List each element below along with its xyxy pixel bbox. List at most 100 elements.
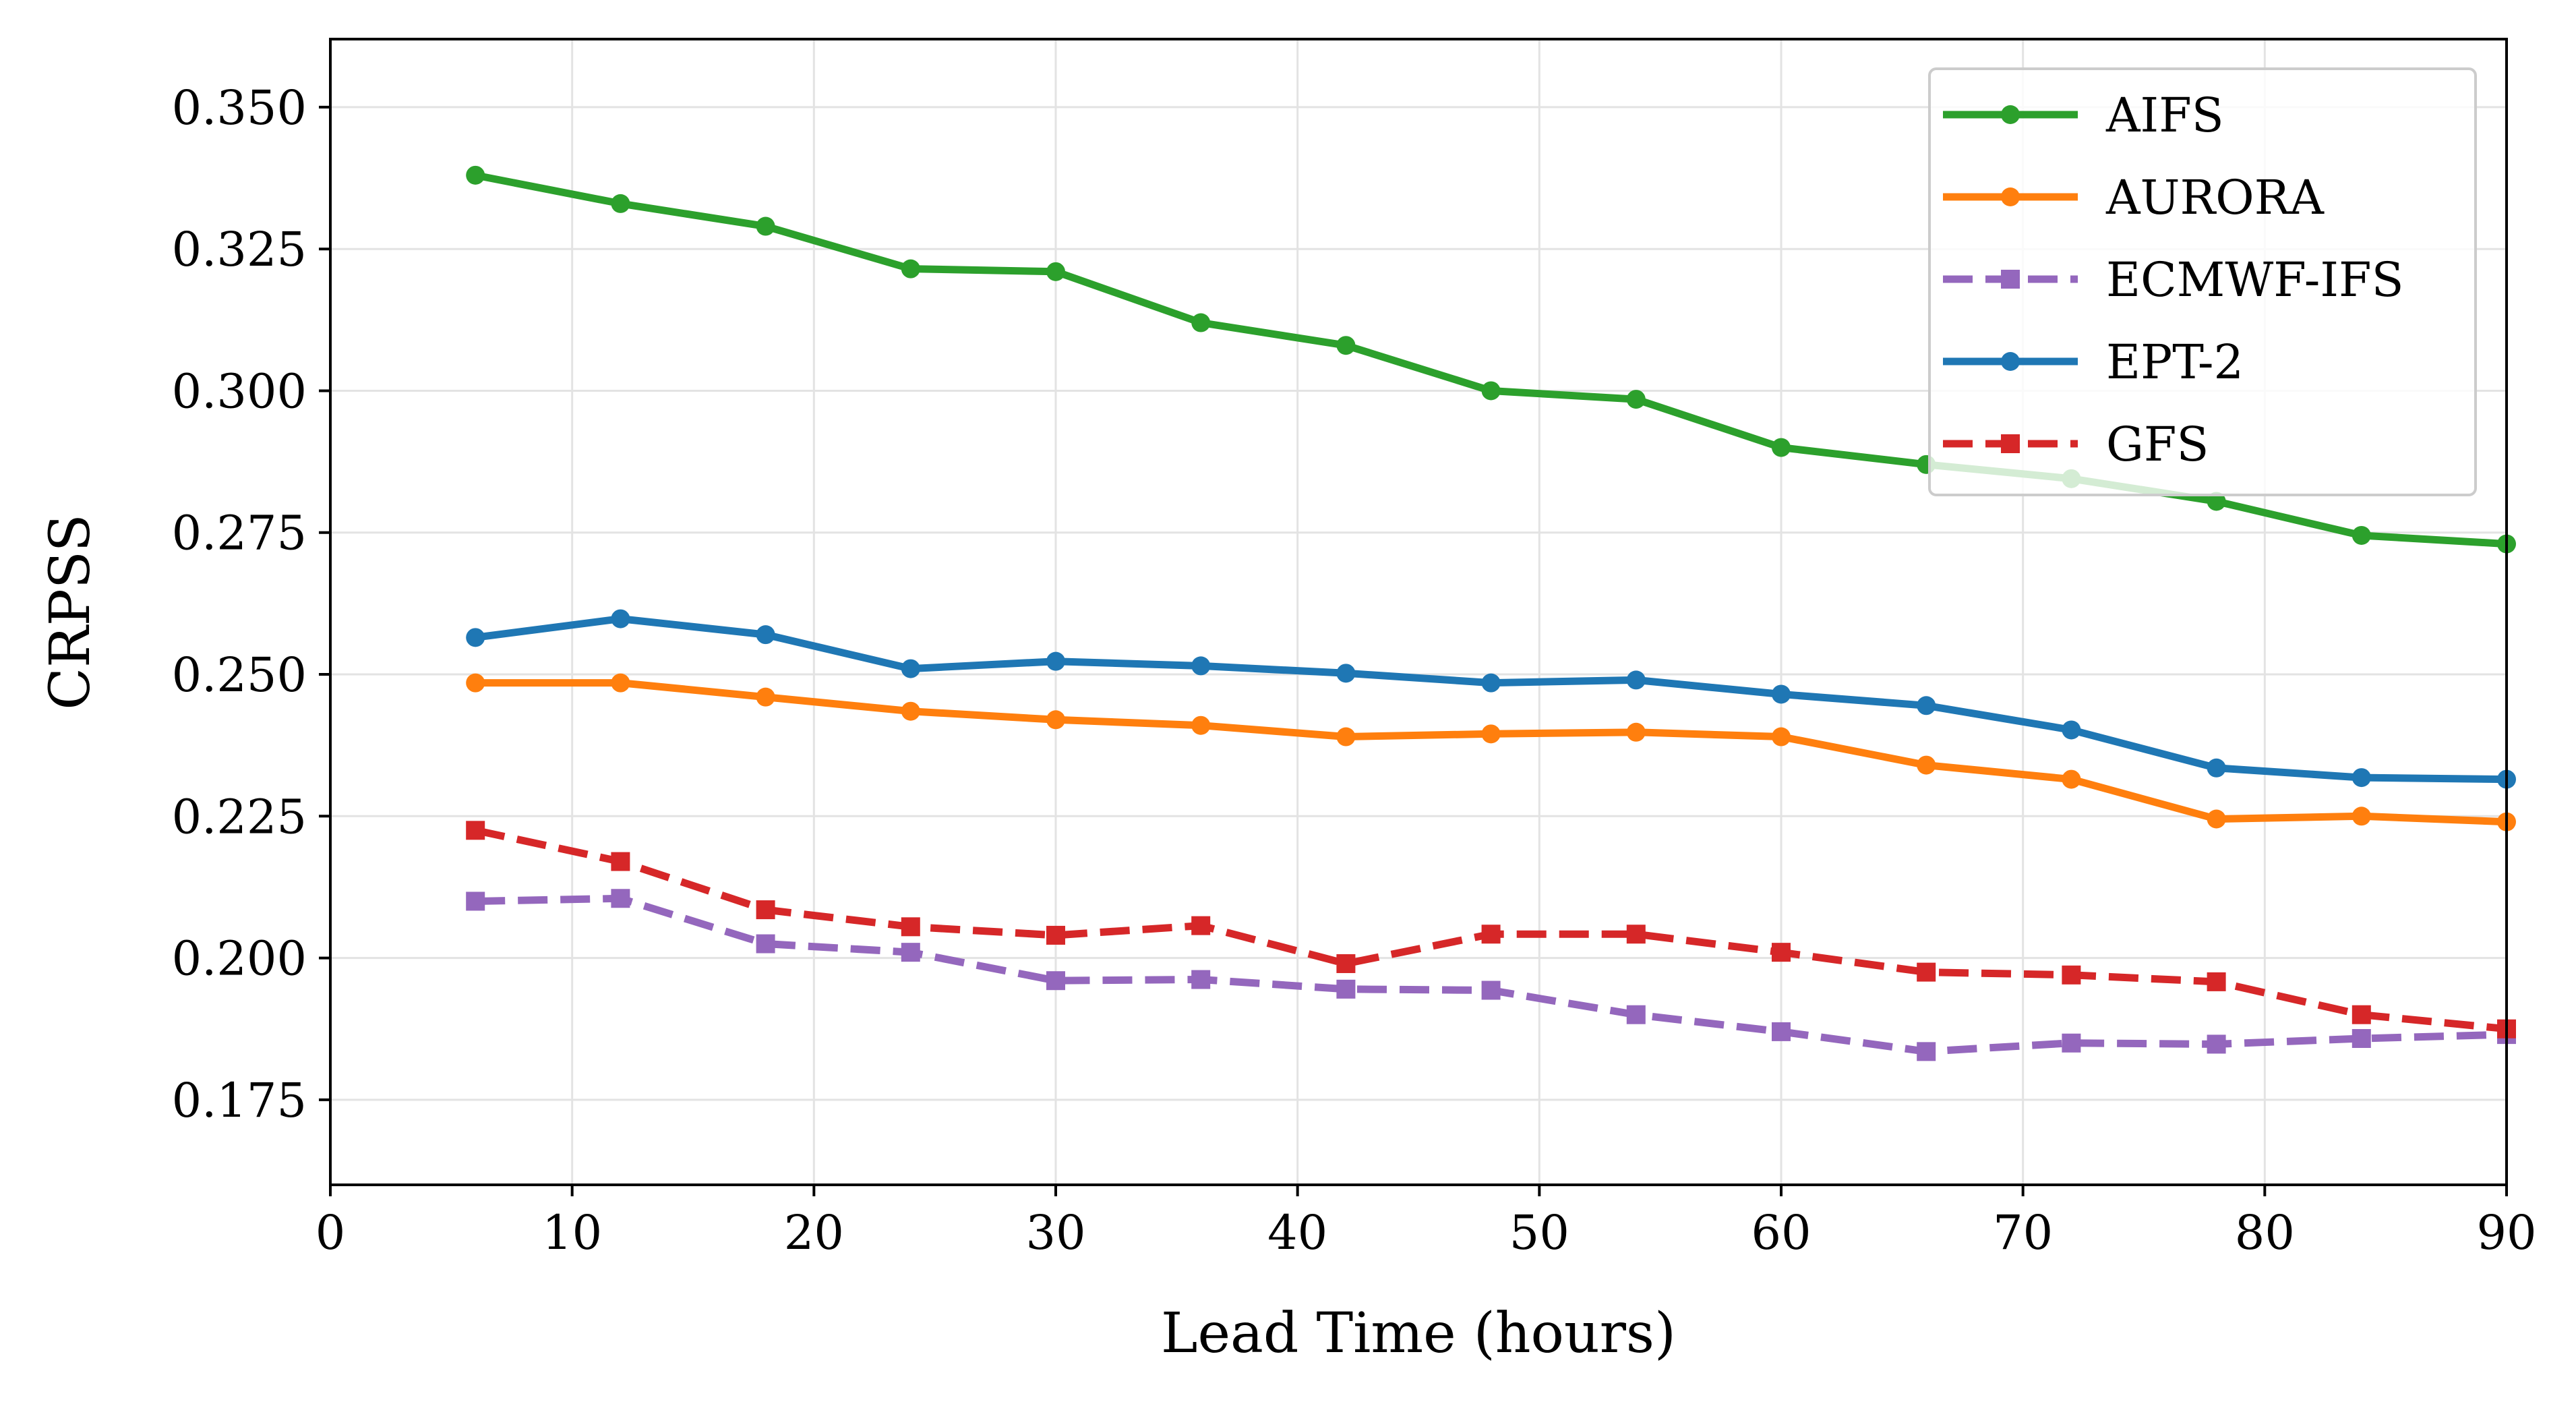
data-point (2062, 965, 2081, 985)
axis-ticks: 0 10 20 30 40 50 60 70 80 90 0.175 0.200 0.225 0.250 0… (172, 80, 2537, 1260)
data-point (1481, 381, 1501, 401)
data-point (1772, 943, 1791, 962)
legend-label: GFS (2106, 417, 2209, 472)
data-point (466, 673, 485, 693)
x-tick-label: 60 (1751, 1205, 1811, 1260)
data-point (901, 701, 920, 721)
data-point (1626, 390, 1646, 409)
y-tick-label: 0.350 (172, 80, 307, 136)
data-point (2352, 807, 2371, 826)
x-tick-label: 40 (1267, 1205, 1327, 1260)
y-tick-label: 0.225 (172, 789, 307, 844)
data-point (611, 673, 630, 693)
data-point (2352, 768, 2371, 788)
data-point (1046, 651, 1065, 671)
legend-box (1928, 67, 2477, 496)
data-point (1191, 916, 1211, 935)
data-point (1046, 710, 1065, 730)
x-tick-label: 90 (2476, 1205, 2536, 1260)
data-point (466, 821, 485, 840)
data-point (1917, 962, 1936, 982)
x-tick-label: 50 (1509, 1205, 1569, 1260)
legend-marker (2001, 105, 2020, 124)
data-point (756, 934, 775, 954)
data-point (2352, 1028, 2371, 1048)
data-point (2062, 1033, 2081, 1053)
legend-item-aifs: AIFS (1943, 88, 2224, 143)
data-point (1481, 925, 1501, 944)
data-point (1626, 722, 1646, 742)
x-tick-label: 10 (542, 1205, 602, 1260)
x-tick-label: 20 (784, 1205, 844, 1260)
series-gfs (466, 821, 2516, 1039)
x-tick-label: 30 (1025, 1205, 1085, 1260)
data-point (2062, 769, 2081, 789)
x-tick-label: 70 (1993, 1205, 2053, 1260)
data-point (1772, 438, 1791, 457)
x-tick-label: 80 (2235, 1205, 2295, 1260)
data-point (1336, 954, 1356, 973)
data-point (1046, 262, 1065, 281)
data-point (1772, 727, 1791, 747)
data-point (901, 659, 920, 678)
data-point (1191, 715, 1211, 735)
y-tick-label: 0.275 (172, 506, 307, 561)
data-point (1481, 724, 1501, 744)
legend-label: AIFS (2105, 88, 2224, 143)
data-point (2207, 809, 2226, 829)
y-tick-label: 0.250 (172, 647, 307, 703)
data-point (1336, 727, 1356, 747)
data-point (1772, 1022, 1791, 1041)
data-point (1626, 670, 1646, 690)
data-point (1917, 696, 1936, 715)
data-point (901, 259, 920, 279)
data-point (466, 891, 485, 911)
data-point (2207, 492, 2226, 511)
data-point (756, 216, 775, 236)
legend-label: AURORA (2105, 170, 2325, 225)
y-tick-label: 0.200 (172, 931, 307, 987)
legend: AIFS AURORA ECMWF-IFS EPT-2 GFS (1928, 67, 2477, 496)
legend-label: EPT-2 (2106, 334, 2244, 390)
data-point (1336, 979, 1356, 999)
data-point (466, 628, 485, 647)
legend-marker (2001, 187, 2020, 206)
legend-marker (2001, 434, 2020, 453)
data-point (1481, 673, 1501, 693)
data-point (611, 852, 630, 871)
x-axis-label: Lead Time (hours) (1161, 1301, 1676, 1366)
data-point (2062, 720, 2081, 740)
data-point (2207, 1034, 2226, 1054)
y-tick-label: 0.175 (172, 1073, 307, 1128)
data-point (1481, 981, 1501, 1000)
data-point (1772, 684, 1791, 704)
legend-item-aurora: AURORA (1943, 170, 2325, 225)
legend-marker (2001, 270, 2020, 289)
data-point (901, 917, 920, 937)
y-tick-label: 0.325 (172, 222, 307, 277)
x-tick-label: 0 (316, 1205, 346, 1260)
data-point (1046, 971, 1065, 991)
series-ecmwf-ifs (466, 889, 2516, 1061)
data-point (1917, 755, 1936, 775)
legend-item-ecmwf-ifs: ECMWF-IFS (1943, 252, 2404, 308)
data-point (756, 687, 775, 707)
data-point (756, 625, 775, 645)
data-point (756, 900, 775, 920)
data-point (1046, 925, 1065, 945)
plot-frame (329, 38, 2508, 1186)
data-point (2352, 1005, 2371, 1024)
legend-item-ept-2: EPT-2 (1943, 334, 2244, 390)
legend-item-gfs: GFS (1943, 417, 2209, 472)
y-axis-label: CRPSS (38, 514, 102, 710)
data-point (1626, 1005, 1646, 1024)
data-point (1191, 313, 1211, 332)
data-point (901, 943, 920, 962)
data-point (611, 194, 630, 213)
data-point (1626, 925, 1646, 944)
series-aurora (466, 673, 2516, 831)
y-tick-label: 0.300 (172, 363, 307, 419)
data-point (1336, 336, 1356, 355)
data-point (611, 889, 630, 908)
